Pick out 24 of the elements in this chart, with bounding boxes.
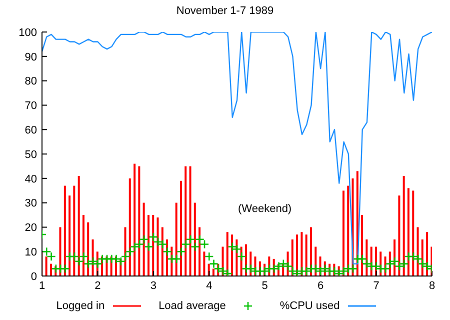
- x-tick-label: 2: [94, 280, 101, 292]
- legend-label: Load average: [158, 300, 226, 312]
- y-tick-label: 80: [24, 76, 37, 88]
- y-tick-label: 10: [24, 246, 37, 259]
- x-tick-label: 4: [206, 280, 212, 292]
- x-tick-label: 5: [262, 280, 268, 292]
- legend-label: %CPU used: [280, 300, 340, 312]
- annotation: (Weekend): [238, 203, 292, 215]
- y-tick-label: 40: [24, 173, 37, 186]
- y-tick-label: 60: [24, 124, 37, 137]
- x-tick-label: 1: [38, 280, 46, 292]
- y-tick-label: 20: [24, 222, 37, 234]
- y-tick-label: 30: [24, 198, 37, 210]
- y-tick-label: 0: [30, 270, 37, 283]
- x-tick-label: 3: [150, 280, 156, 292]
- legend-label: Logged in: [56, 300, 105, 312]
- x-tick-label: 8: [428, 280, 436, 292]
- y-tick-label: 100: [18, 26, 37, 39]
- x-tick-label: 7: [373, 280, 380, 292]
- y-tick-label: 50: [24, 148, 37, 161]
- chart-title: November 1-7 1989: [175, 5, 275, 17]
- y-tick-label: 90: [24, 51, 37, 64]
- y-tick-label: 70: [24, 100, 37, 112]
- x-tick-label: 6: [318, 280, 324, 292]
